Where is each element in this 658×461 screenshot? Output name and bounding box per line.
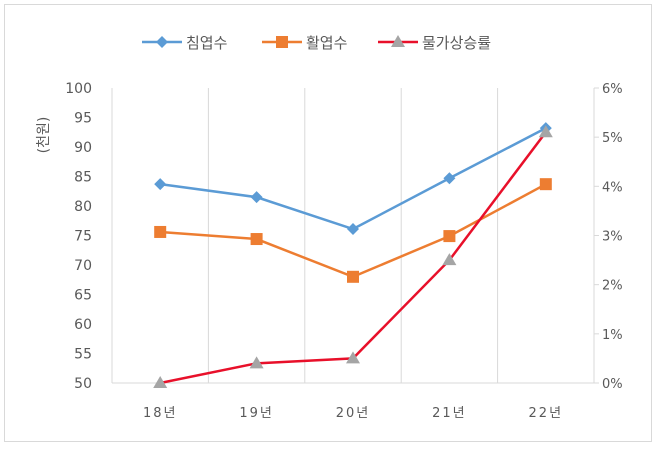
- y-axis-label: (천원): [36, 117, 52, 154]
- triangle-marker: [153, 376, 168, 388]
- y-tick-label: 95: [74, 111, 92, 127]
- y-tick-label: 75: [74, 229, 92, 245]
- y2-tick-label: 4%: [602, 180, 623, 195]
- triangle-marker: [391, 35, 405, 47]
- x-tick-label: 22년: [529, 406, 564, 421]
- y2-tick-label: 6%: [602, 82, 623, 97]
- x-tick-label: 20년: [336, 406, 371, 421]
- triangle-marker: [249, 356, 264, 369]
- square-marker: [539, 178, 552, 191]
- diamond-marker: [250, 191, 263, 204]
- legend-label: 활엽수: [306, 34, 347, 52]
- y2-tick-label: 2%: [602, 279, 623, 294]
- y2-tick-label: 3%: [602, 230, 623, 245]
- square-marker: [250, 233, 263, 246]
- y-tick-label: 90: [74, 140, 92, 156]
- series-line: [160, 127, 547, 231]
- x-tick-label: 21년: [432, 406, 467, 421]
- series-line: [159, 131, 547, 385]
- y-tick-label: 85: [74, 170, 92, 186]
- y2-tick-label: 1%: [602, 328, 623, 343]
- y-tick-label: 80: [74, 199, 92, 215]
- square-marker: [347, 270, 359, 283]
- y-tick-label: 55: [74, 347, 92, 363]
- legend-label: 침엽수: [186, 34, 227, 52]
- square-marker: [443, 230, 456, 243]
- diamond-marker: [347, 223, 359, 236]
- square-marker: [276, 36, 288, 48]
- y-tick-label: 100: [65, 81, 92, 97]
- triangle-marker: [346, 351, 360, 364]
- triangle-marker: [538, 125, 553, 138]
- x-tick-label: 18년: [143, 406, 178, 421]
- diamond-marker: [156, 36, 168, 48]
- y2-tick-label: 5%: [602, 131, 623, 146]
- triangle-marker: [442, 253, 457, 266]
- y-tick-label: 50: [74, 376, 92, 392]
- y-tick-label: 60: [74, 317, 92, 333]
- square-marker: [154, 225, 167, 238]
- diamond-marker: [154, 178, 167, 191]
- y2-tick-label: 0%: [602, 377, 623, 392]
- y-tick-label: 65: [74, 288, 92, 304]
- y-tick-label: 70: [74, 258, 92, 274]
- diamond-marker: [443, 172, 456, 185]
- legend-label: 물가상승률: [422, 34, 491, 52]
- x-tick-label: 19년: [239, 406, 274, 421]
